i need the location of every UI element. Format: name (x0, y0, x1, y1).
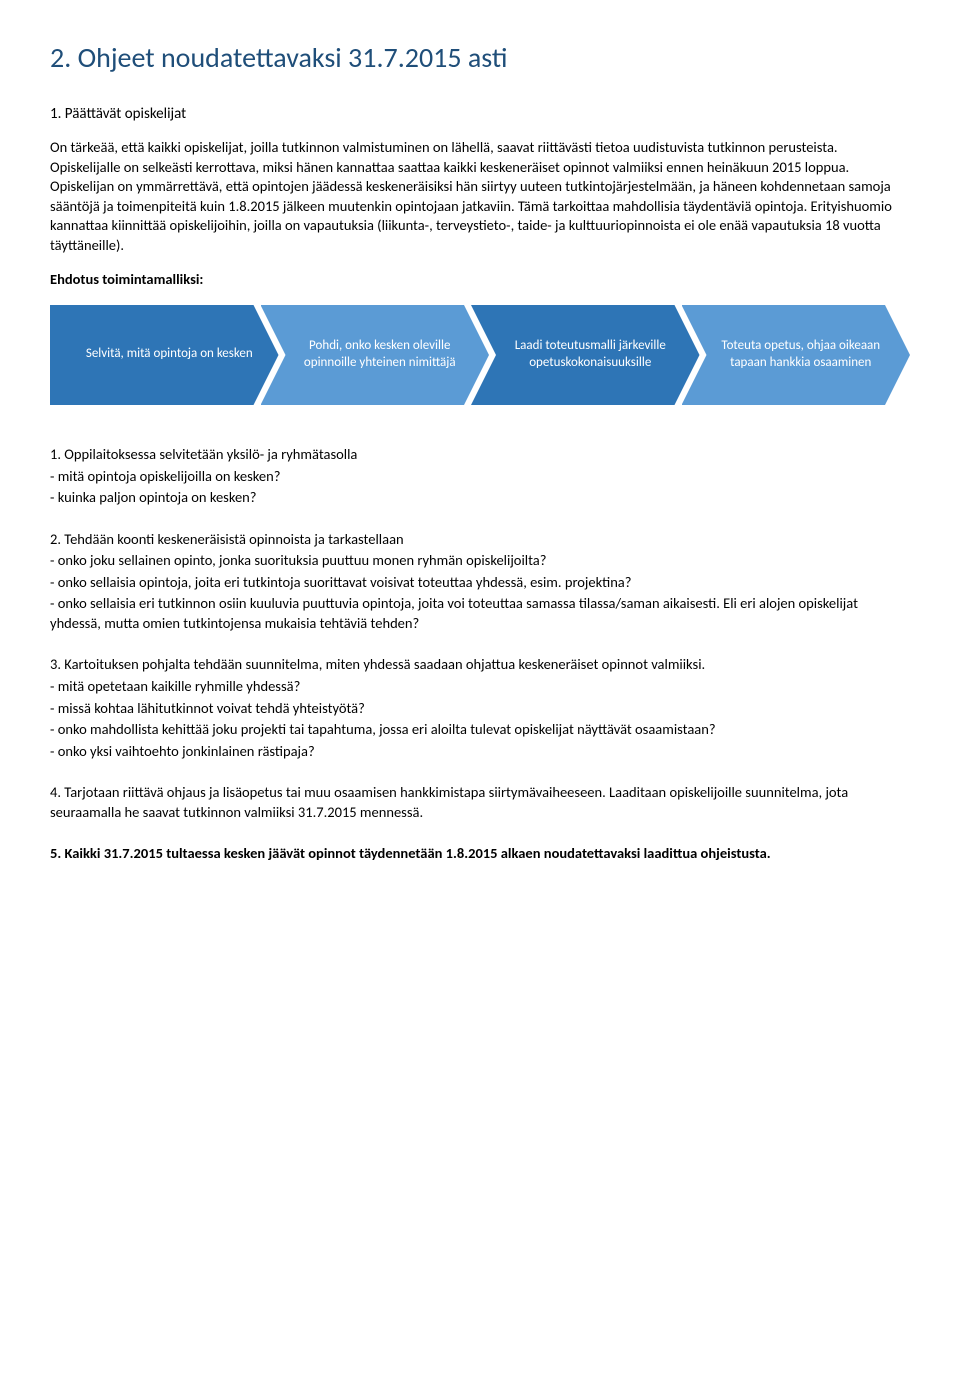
section-lead: 1. Oppilaitoksessa selvitetään yksilö- j… (50, 445, 910, 465)
chevron-step: Pohdi, onko kesken oleville opinnoille y… (261, 305, 490, 405)
numbered-section-3: 3. Kartoituksen pohjalta tehdään suunnit… (50, 655, 910, 761)
section-item: - mitä opintoja opiskelijoilla on kesken… (50, 467, 910, 487)
section-lead: 3. Kartoituksen pohjalta tehdään suunnit… (50, 655, 910, 675)
numbered-section-4: 4. Tarjotaan riittävä ohjaus ja lisäopet… (50, 783, 910, 822)
chevron-label: Selvitä, mitä opintoja on kesken (86, 346, 253, 363)
section-item: - onko mahdollista kehittää joku projekt… (50, 720, 910, 740)
section-item: - mitä opetetaan kaikille ryhmille yhdes… (50, 677, 910, 697)
section-item: - onko joku sellainen opinto, jonka suor… (50, 551, 910, 571)
section-lead: 2. Tehdään koonti keskeneräisistä opinno… (50, 530, 910, 550)
section-item: - onko sellaisia eri tutkinnon osiin kuu… (50, 594, 910, 633)
chevron-label: Toteuta opetus, ohjaa oikeaan tapaan han… (712, 338, 891, 372)
proposal-label: Ehdotus toimintamalliksi: (50, 270, 910, 290)
intro-paragraph: On tärkeää, että kaikki opiskelijat, joi… (50, 138, 910, 255)
chevron-label: Laadi toteutusmalli järkeville opetuskok… (501, 338, 680, 372)
process-chevron-row: Selvitä, mitä opintoja on kesken Pohdi, … (50, 305, 910, 405)
chevron-step: Toteuta opetus, ohjaa oikeaan tapaan han… (682, 305, 911, 405)
section-subheading: 1. Päättävät opiskelijat (50, 105, 910, 123)
final-bold-paragraph: 5. Kaikki 31.7.2015 tultaessa kesken jää… (50, 844, 910, 864)
chevron-step: Laadi toteutusmalli järkeville opetuskok… (471, 305, 700, 405)
chevron-step: Selvitä, mitä opintoja on kesken (50, 305, 279, 405)
section-item: - onko yksi vaihtoehto jonkinlainen räst… (50, 742, 910, 762)
section-item: - kuinka paljon opintoja on kesken? (50, 488, 910, 508)
numbered-section-2: 2. Tehdään koonti keskeneräisistä opinno… (50, 530, 910, 634)
page-title: 2. Ohjeet noudatettavaksi 31.7.2015 asti (50, 40, 910, 75)
chevron-label: Pohdi, onko kesken oleville opinnoille y… (291, 338, 470, 372)
numbered-section-1: 1. Oppilaitoksessa selvitetään yksilö- j… (50, 445, 910, 508)
section-item: - onko sellaisia opintoja, joita eri tut… (50, 573, 910, 593)
section-lead: 4. Tarjotaan riittävä ohjaus ja lisäopet… (50, 783, 910, 822)
section-item: - missä kohtaa lähitutkinnot voivat tehd… (50, 699, 910, 719)
